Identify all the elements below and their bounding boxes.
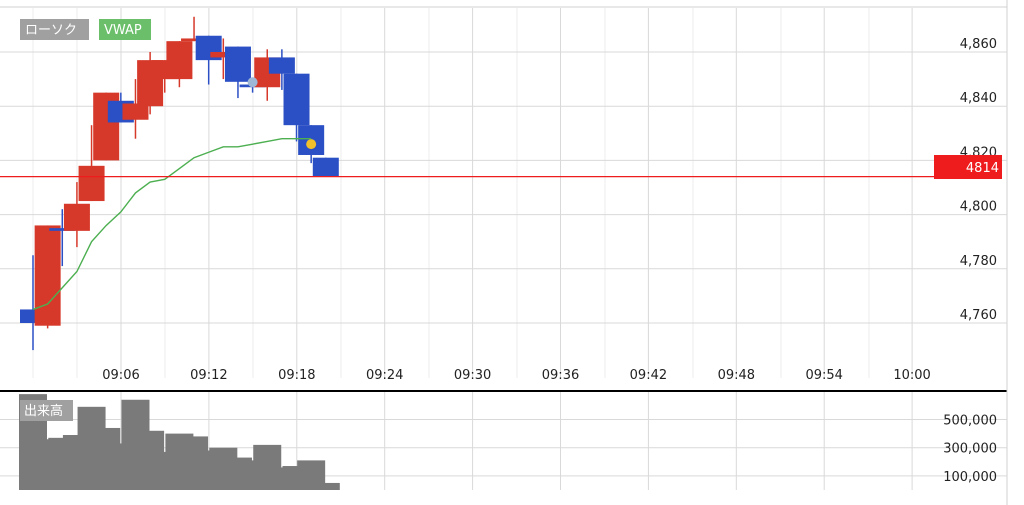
candle-body: [268, 57, 295, 74]
x-tick-label: 10:00: [893, 368, 930, 383]
candle-body: [49, 228, 76, 231]
legend-vwap-label: VWAP: [104, 23, 142, 38]
x-tick-label: 09:48: [718, 368, 755, 383]
x-tick-label: 09:24: [366, 368, 403, 383]
vwap-series-line: [32, 138, 312, 311]
x-tick-label: 09:18: [278, 368, 315, 383]
legend-candles-label: ローソク: [25, 23, 77, 38]
x-tick-label: 09:42: [630, 368, 667, 383]
volume-bars: [19, 394, 340, 490]
y-tick-label: 4,780: [960, 254, 997, 269]
candle-body: [181, 38, 208, 42]
volume-bar: [311, 482, 340, 490]
x-tick-label: 09:54: [805, 368, 842, 383]
legend: ローソク VWAP 出来高: [20, 19, 151, 421]
legend-candles-swatch: [20, 19, 89, 40]
volume-tick-label: 100,000: [943, 470, 997, 485]
y-tick-label: 4,800: [960, 200, 997, 215]
candle-body: [63, 203, 90, 231]
legend-volume-label: 出来高: [24, 403, 63, 419]
candle-body: [224, 46, 251, 82]
vwap-line: [32, 138, 312, 311]
candle-body: [166, 41, 193, 80]
legend-volume-swatch: [20, 400, 73, 421]
y-tick-label: 4,860: [960, 37, 997, 52]
x-tick-label: 09:36: [542, 368, 579, 383]
candles: [20, 16, 339, 351]
volume-tick-label: 500,000: [943, 414, 997, 429]
y-tick-label: 4,760: [960, 308, 997, 323]
current-price-tag: 4814: [934, 155, 1002, 179]
candle-body: [283, 73, 310, 126]
candle-body: [122, 103, 149, 120]
yellow-marker: [306, 139, 317, 150]
current-price-badge: [934, 155, 1002, 179]
y-tick-label: 4,840: [960, 91, 997, 106]
current-price-value: 4814: [966, 161, 999, 176]
grey-marker: [247, 77, 258, 88]
x-tick-label: 09:30: [454, 368, 491, 383]
candle-body: [34, 225, 61, 326]
legend-vwap-swatch: [99, 19, 151, 40]
candle-body: [210, 52, 237, 58]
candle-body: [312, 157, 339, 177]
x-tick-label: 09:12: [190, 368, 227, 383]
volume-tick-label: 300,000: [943, 442, 997, 457]
axis-tick-labels: 09:06 09:12 09:18 09:24 09:30 09:36 09:42 09:48…: [102, 37, 997, 485]
candle-body: [78, 165, 105, 202]
x-tick-label: 09:06: [102, 368, 139, 383]
